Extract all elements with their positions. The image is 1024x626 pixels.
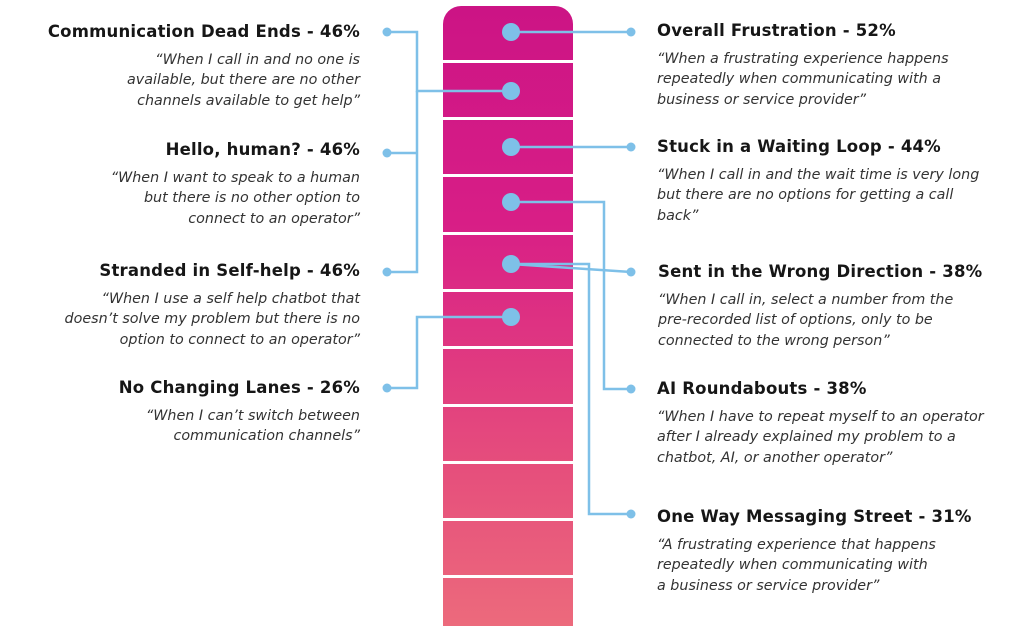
label-dot <box>626 27 636 37</box>
quote-line: repeatedly when communicating with <box>657 557 928 574</box>
label-dot <box>382 383 392 393</box>
label-dot <box>626 384 636 394</box>
frustration-meter-diagram: Communication Dead Ends - 46% “When I ca… <box>48 6 984 626</box>
item-quote: “When a frustrating experience happens r… <box>657 49 949 110</box>
item-quote: “When I have to repeat myself to an oper… <box>657 407 984 468</box>
meter-segment-divider <box>443 232 573 235</box>
item-overall-frustration: Overall Frustration - 52% “When a frustr… <box>657 21 949 110</box>
connector-communication-dead-ends <box>387 30 511 93</box>
item-communication-dead-ends: Communication Dead Ends - 46% “When I ca… <box>48 22 360 111</box>
quote-line: channels available to get help” <box>137 92 360 109</box>
meter-segment-divider <box>443 346 573 349</box>
quote-line: “When I want to speak to a human <box>110 170 360 186</box>
quote-line: “When I call in, select a number from th… <box>658 292 954 308</box>
label-dot <box>382 148 392 158</box>
item-title: AI Roundabouts - 38% <box>657 379 867 398</box>
item-title: Overall Frustration - 52% <box>657 21 896 40</box>
quote-line: connect to an operator” <box>188 210 360 227</box>
connector-no-changing-lanes <box>387 315 511 390</box>
label-dot <box>626 142 636 152</box>
quote-line: “When I call in and no one is <box>155 52 360 68</box>
meter-dot <box>502 82 520 100</box>
meter-segment-divider <box>443 518 573 521</box>
label-dot <box>382 267 392 277</box>
meter-segment-divider <box>443 461 573 464</box>
meter-segment-divider <box>443 60 573 63</box>
quote-line: chatbot, AI, or another operator” <box>657 449 893 466</box>
item-sent-in-wrong-direction: Sent in the Wrong Direction - 38% “When … <box>658 262 982 351</box>
meter-segment-divider <box>443 174 573 177</box>
item-one-way-messaging-street: One Way Messaging Street - 31% “A frustr… <box>657 507 972 596</box>
item-title: No Changing Lanes - 26% <box>118 378 360 397</box>
item-quote: “When I call in and the wait time is ver… <box>657 165 979 226</box>
item-quote: “When I call in and no one is available,… <box>48 50 360 111</box>
quote-line: back” <box>657 207 699 224</box>
quote-line: “When I can’t switch between <box>145 408 360 424</box>
item-title: One Way Messaging Street - 31% <box>657 507 972 526</box>
quote-line: but there is no other option to <box>143 190 360 207</box>
quote-line: “When I use a self help chatbot that <box>101 291 360 307</box>
item-title: Communication Dead Ends - 46% <box>47 22 360 41</box>
item-quote: “When I want to speak to a human but the… <box>111 168 360 229</box>
meter-dot <box>502 23 520 41</box>
item-quote: “A frustrating experience that happens r… <box>657 535 972 596</box>
item-ai-roundabouts: AI Roundabouts - 38% “When I have to rep… <box>657 379 984 468</box>
connector-lines <box>382 23 636 519</box>
quote-line: after I already explained my problem to … <box>657 429 956 446</box>
quote-line: option to connect to an operator” <box>119 331 360 348</box>
connector-ai-roundabouts <box>511 200 631 391</box>
item-title: Stranded in Self-help - 46% <box>99 261 360 280</box>
label-dot <box>626 509 636 519</box>
item-stranded-in-self-help: Stranded in Self-help - 46% “When I use … <box>65 261 360 350</box>
quote-line: connected to the wrong person” <box>658 332 890 349</box>
quote-line: available, but there are no other <box>126 72 360 89</box>
item-title: Sent in the Wrong Direction - 38% <box>658 262 983 281</box>
meter-segment-divider <box>443 289 573 292</box>
quote-line: business or service provider” <box>657 91 867 108</box>
quote-line: “A frustrating experience that happens <box>657 537 936 553</box>
meter-dot <box>502 138 520 156</box>
quote-line: repeatedly when communicating with a <box>657 71 941 88</box>
meter-dot <box>502 193 520 211</box>
quote-line: pre-recorded list of options, only to be <box>658 312 933 329</box>
quote-line: but there are no options for getting a c… <box>657 187 954 204</box>
quote-line: “When I call in and the wait time is ver… <box>657 167 980 183</box>
item-quote: “When I call in, select a number from th… <box>658 290 982 351</box>
item-hello-human: Hello, human? - 46% “When I want to spea… <box>111 140 360 229</box>
quote-line: communication channels” <box>173 428 360 445</box>
connector-stranded-in-self-help <box>387 91 419 274</box>
meter-dot <box>502 308 520 326</box>
connector-sent-in-wrong-direction <box>510 262 632 274</box>
label-dot <box>382 27 392 37</box>
item-title: Stuck in a Waiting Loop - 44% <box>657 137 941 156</box>
meter-segment-divider <box>443 404 573 407</box>
connector-one-way-messaging <box>511 262 631 516</box>
quote-line: doesn’t solve my problem but there is no <box>64 311 360 328</box>
item-no-changing-lanes: No Changing Lanes - 26% “When I can’t sw… <box>119 378 360 447</box>
quote-line: “When a frustrating experience happens <box>657 51 949 67</box>
quote-line: “When I have to repeat myself to an oper… <box>657 409 984 425</box>
quote-line: a business or service provider” <box>657 577 880 594</box>
meter-dot <box>502 255 520 273</box>
meter-segment-divider <box>443 117 573 120</box>
label-dot <box>626 267 636 277</box>
item-quote: “When I can’t switch between communicati… <box>119 406 360 447</box>
item-quote: “When I use a self help chatbot that doe… <box>65 289 360 350</box>
meter-segment-divider <box>443 575 573 578</box>
item-title: Hello, human? - 46% <box>165 140 360 159</box>
item-stuck-in-waiting-loop: Stuck in a Waiting Loop - 44% “When I ca… <box>657 137 979 226</box>
